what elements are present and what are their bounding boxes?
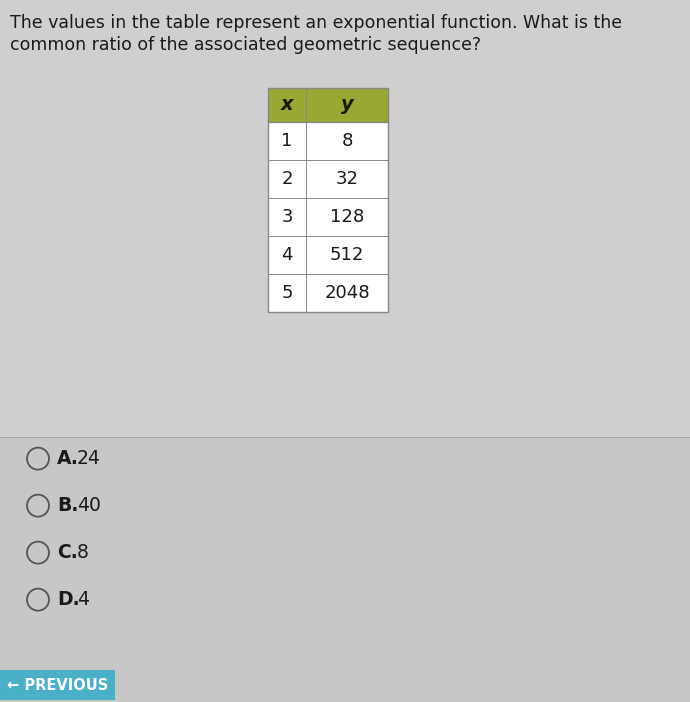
Text: D.: D. [57, 590, 79, 609]
Bar [0, 0, 690, 437]
Text: C.: C. [57, 543, 78, 562]
Bar [268, 88, 388, 312]
Bar [268, 160, 388, 198]
Text: 40: 40 [77, 496, 101, 515]
Bar [268, 122, 388, 160]
Text: x: x [281, 95, 293, 114]
Text: 2048: 2048 [324, 284, 370, 302]
Bar [268, 236, 388, 274]
Text: The values in the table represent an exponential function. What is the: The values in the table represent an exp… [10, 14, 622, 32]
Text: 512: 512 [330, 246, 364, 264]
Bar [268, 274, 388, 312]
Text: 8: 8 [77, 543, 89, 562]
Bar [0, 437, 690, 702]
Text: A.: A. [57, 449, 79, 468]
Bar [268, 198, 388, 236]
Text: 4: 4 [77, 590, 89, 609]
Text: B.: B. [57, 496, 79, 515]
Text: 24: 24 [77, 449, 101, 468]
Text: 2: 2 [282, 170, 293, 188]
Text: 5: 5 [282, 284, 293, 302]
Bar [0, 670, 115, 700]
Text: ← PREVIOUS: ← PREVIOUS [7, 677, 108, 692]
Text: common ratio of the associated geometric sequence?: common ratio of the associated geometric… [10, 36, 481, 54]
Bar [268, 88, 388, 122]
Text: y: y [341, 95, 353, 114]
Text: 128: 128 [330, 208, 364, 226]
Text: 1: 1 [282, 132, 293, 150]
Text: 32: 32 [335, 170, 359, 188]
Text: 8: 8 [342, 132, 353, 150]
Text: 4: 4 [282, 246, 293, 264]
Text: 3: 3 [282, 208, 293, 226]
